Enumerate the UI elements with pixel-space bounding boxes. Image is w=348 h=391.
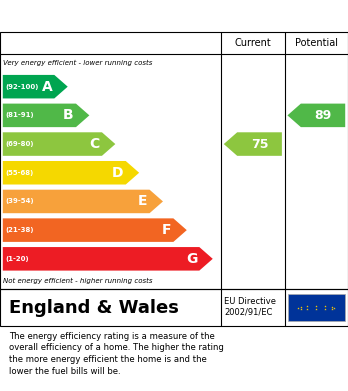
Text: G: G: [186, 252, 197, 266]
Text: B: B: [63, 108, 74, 122]
Polygon shape: [3, 104, 89, 127]
Text: The energy efficiency rating is a measure of the
overall efficiency of a home. T: The energy efficiency rating is a measur…: [9, 332, 223, 376]
Text: (81-91): (81-91): [6, 112, 34, 118]
Polygon shape: [3, 218, 187, 242]
Polygon shape: [287, 104, 345, 127]
Text: F: F: [162, 223, 171, 237]
Text: EU Directive
2002/91/EC: EU Directive 2002/91/EC: [224, 297, 276, 316]
Text: Potential: Potential: [295, 38, 338, 48]
Text: Current: Current: [235, 38, 271, 48]
Polygon shape: [3, 247, 213, 271]
Text: (92-100): (92-100): [6, 84, 39, 90]
Polygon shape: [224, 132, 282, 156]
Text: Energy Efficiency Rating: Energy Efficiency Rating: [9, 9, 219, 24]
Text: Very energy efficient - lower running costs: Very energy efficient - lower running co…: [3, 60, 152, 66]
Polygon shape: [3, 132, 115, 156]
Text: E: E: [138, 194, 148, 208]
Text: 89: 89: [314, 109, 332, 122]
Text: (55-68): (55-68): [6, 170, 34, 176]
Text: A: A: [41, 80, 52, 94]
Text: England & Wales: England & Wales: [9, 298, 179, 317]
Text: D: D: [112, 166, 124, 180]
Text: (21-38): (21-38): [6, 227, 34, 233]
Text: Not energy efficient - higher running costs: Not energy efficient - higher running co…: [3, 278, 152, 284]
Bar: [288, 294, 345, 321]
Polygon shape: [3, 190, 163, 213]
Polygon shape: [3, 161, 139, 185]
Text: (39-54): (39-54): [6, 199, 34, 204]
Text: 75: 75: [251, 138, 268, 151]
Text: (1-20): (1-20): [6, 256, 29, 262]
Text: C: C: [89, 137, 100, 151]
Text: (69-80): (69-80): [6, 141, 34, 147]
Polygon shape: [3, 75, 68, 99]
